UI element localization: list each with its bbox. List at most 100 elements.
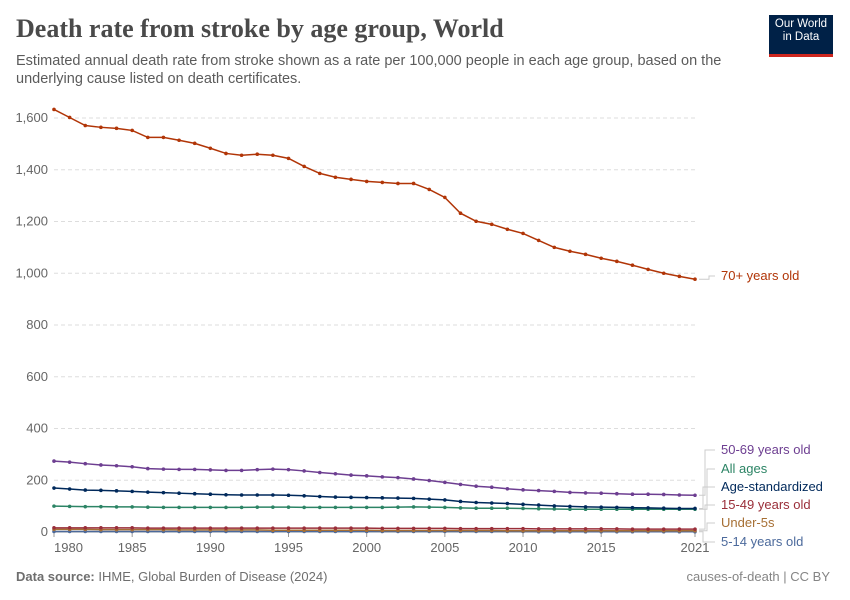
data-point xyxy=(114,505,119,509)
owid-logo[interactable]: Our World in Data xyxy=(769,15,833,57)
data-point xyxy=(255,152,260,157)
data-point xyxy=(505,526,510,531)
data-point xyxy=(333,471,338,476)
data-point xyxy=(693,527,697,531)
data-point xyxy=(208,526,213,530)
data-point xyxy=(130,526,134,530)
data-point xyxy=(536,503,541,507)
data-point xyxy=(615,259,619,264)
y-tick-label: 800 xyxy=(26,317,48,332)
data-point xyxy=(396,181,400,186)
data-point xyxy=(677,527,682,531)
data-point xyxy=(458,482,463,487)
data-point xyxy=(396,505,400,509)
data-point xyxy=(474,506,478,510)
x-tick-label: 1995 xyxy=(274,540,303,555)
data-point xyxy=(661,506,666,510)
y-tick-label: 1,400 xyxy=(15,162,48,177)
data-point xyxy=(364,495,369,500)
data-point xyxy=(99,504,103,509)
data-point xyxy=(333,175,338,180)
data-point xyxy=(286,156,291,161)
data-point xyxy=(443,505,447,510)
data-point xyxy=(161,505,166,510)
data-point xyxy=(130,464,134,469)
data-point xyxy=(458,506,463,510)
data-point xyxy=(505,227,510,232)
data-point xyxy=(646,267,650,272)
data-point xyxy=(67,526,72,530)
data-point xyxy=(161,467,166,471)
data-point xyxy=(443,195,447,200)
data-point xyxy=(224,151,228,156)
data-point xyxy=(114,126,119,131)
data-point xyxy=(349,473,353,477)
data-point xyxy=(286,505,291,509)
data-point xyxy=(239,493,244,497)
data-point xyxy=(177,467,181,472)
data-point xyxy=(83,526,88,530)
data-point xyxy=(568,490,572,495)
data-point xyxy=(271,493,275,497)
data-point xyxy=(411,526,416,531)
data-point xyxy=(599,527,603,531)
data-point xyxy=(83,504,88,509)
license[interactable]: causes-of-death | CC BY xyxy=(686,569,830,584)
data-point xyxy=(255,505,260,509)
data-point xyxy=(568,504,572,509)
data-point xyxy=(239,468,244,473)
data-point xyxy=(364,474,369,478)
data-point xyxy=(599,505,603,509)
data-point xyxy=(411,505,416,509)
data-point xyxy=(317,505,322,510)
data-point xyxy=(349,505,353,510)
data-point xyxy=(192,467,197,472)
data-point xyxy=(177,138,181,143)
data-point xyxy=(536,238,541,243)
data-point xyxy=(615,505,619,510)
data-point xyxy=(192,526,197,530)
data-point xyxy=(396,496,400,500)
data-point xyxy=(427,187,432,192)
data-point xyxy=(552,245,557,250)
y-tick-label: 600 xyxy=(26,369,48,384)
label-connector xyxy=(699,504,715,530)
data-point xyxy=(302,505,306,510)
data-point xyxy=(521,488,525,492)
data-point xyxy=(192,491,197,496)
data-point xyxy=(99,488,103,493)
data-point xyxy=(286,526,291,530)
series-line-4 xyxy=(54,527,695,530)
series-label: Under-5s xyxy=(721,515,775,530)
data-point xyxy=(411,496,416,501)
data-point xyxy=(646,492,650,497)
data-point xyxy=(146,135,150,140)
data-point xyxy=(52,107,56,112)
data-point xyxy=(317,526,322,530)
x-tick-label: 2021 xyxy=(681,540,710,555)
data-point xyxy=(99,125,103,130)
data-point xyxy=(693,506,697,511)
label-connector xyxy=(699,486,715,509)
series-line-5 xyxy=(54,528,695,532)
data-point xyxy=(474,484,478,489)
data-point xyxy=(146,505,150,509)
data-point xyxy=(364,505,369,510)
data-point xyxy=(130,489,134,494)
data-point xyxy=(677,506,682,511)
data-point xyxy=(333,505,338,510)
data-point xyxy=(114,526,119,530)
source-text[interactable]: IHME, Global Burden of Disease (2024) xyxy=(98,569,328,584)
data-point xyxy=(489,222,494,227)
data-point xyxy=(427,478,432,483)
data-point xyxy=(239,526,244,530)
data-point xyxy=(615,491,619,496)
data-point xyxy=(114,463,119,468)
data-point xyxy=(380,475,385,479)
data-point xyxy=(489,506,494,510)
data-point xyxy=(630,505,635,510)
data-point xyxy=(224,468,228,473)
data-point xyxy=(552,507,557,511)
data-point xyxy=(583,527,588,531)
